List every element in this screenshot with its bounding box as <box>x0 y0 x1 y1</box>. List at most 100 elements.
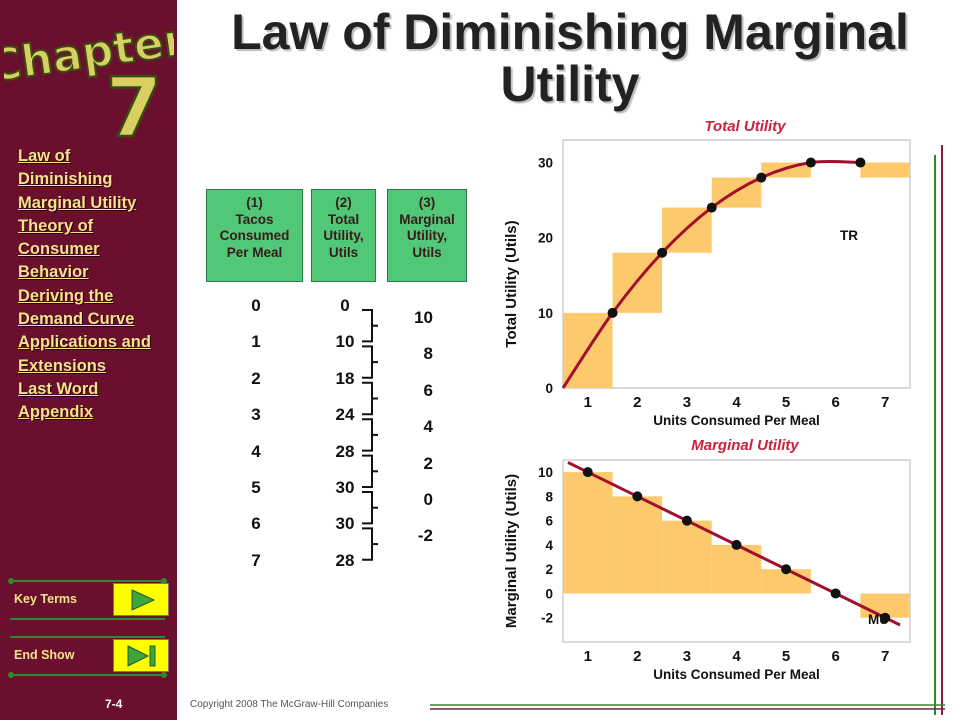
tacos-value: 2 <box>251 368 261 388</box>
header-line: Utils <box>328 244 359 260</box>
tacos-value: 5 <box>251 478 261 497</box>
total-utility-value: 30 <box>335 514 355 534</box>
data-point <box>731 539 742 550</box>
data-point <box>706 202 717 213</box>
table-bracket <box>362 381 373 416</box>
tacos-value: 3 <box>251 405 261 425</box>
table-bracket <box>362 345 373 379</box>
tacos-value: 6 <box>251 514 261 534</box>
column-header-marginal-utility: (3) Marginal Utility, Utils <box>387 189 467 282</box>
x-tick-label: 6 <box>831 394 839 411</box>
chart-title: Marginal Utility <box>691 437 799 454</box>
sidebar-link-2[interactable]: Deriving the Demand Curve <box>18 286 135 329</box>
y-axis-label: Total Utility (Utils) <box>503 220 520 347</box>
copyright: Copyright 2008 The McGraw-Hill Companies <box>190 699 389 710</box>
y-tick-label: 8 <box>545 489 553 504</box>
x-tick-label: 4 <box>732 648 741 665</box>
header-line: Per Meal <box>226 244 283 260</box>
table-bracket <box>362 454 373 488</box>
header-line: (2) <box>335 195 352 210</box>
y-tick-label: 0 <box>545 381 553 396</box>
table-bracket <box>362 527 373 561</box>
x-tick-label: 7 <box>881 394 889 411</box>
marginal-utility-value: -2 <box>417 526 433 546</box>
x-tick-label: 1 <box>584 648 592 665</box>
y-tick-label: 0 <box>545 586 553 601</box>
data-point <box>880 612 891 623</box>
end-show-row: End Show <box>8 636 169 678</box>
y-tick-label: 20 <box>538 231 553 246</box>
x-tick-label: 6 <box>831 648 839 665</box>
bar <box>860 162 910 178</box>
total-utility-value: 10 <box>335 332 355 352</box>
marginal-utility-value: 4 <box>423 417 433 437</box>
data-point <box>805 157 816 168</box>
x-tick-label: 1 <box>584 394 592 411</box>
y-tick-label: 10 <box>538 306 553 321</box>
key-terms-label: Key Terms <box>14 592 77 606</box>
x-tick-label: 5 <box>782 648 790 665</box>
header-line: Utility, <box>323 228 364 243</box>
y-tick-label: 30 <box>538 156 553 171</box>
chapter-logo: Chapter 7 <box>4 13 174 142</box>
data-point <box>855 157 866 168</box>
y-tick-label: 2 <box>545 562 553 577</box>
sidebar-link-4[interactable]: Last Word <box>18 379 99 398</box>
data-point <box>681 515 692 526</box>
y-axis-label: Marginal Utility (Utils) <box>503 474 520 628</box>
sidebar: Chapter 7 Law of Diminishing Marginal Ut… <box>0 0 177 720</box>
x-tick-label: 3 <box>683 648 691 665</box>
header-line: (1) <box>246 195 263 210</box>
data-point <box>632 491 643 502</box>
play-icon <box>131 589 156 611</box>
y-tick-label: 4 <box>545 538 553 553</box>
page-number: 7-4 <box>105 697 123 711</box>
logo-number: 7 <box>105 61 162 142</box>
tacos-value: 4 <box>251 441 261 461</box>
header-line: Tacos <box>235 211 274 227</box>
data-point <box>582 467 593 478</box>
x-tick-label: 7 <box>881 648 889 665</box>
table-bracket <box>362 309 373 343</box>
bar <box>563 472 613 594</box>
data-point <box>781 564 792 575</box>
marginal-utility-value: 8 <box>423 344 433 364</box>
total-utility-value: 24 <box>335 405 355 425</box>
sidebar-link-5[interactable]: Appendix <box>18 403 94 422</box>
end-icon <box>127 645 156 667</box>
key-terms-button[interactable] <box>113 583 169 616</box>
bar <box>662 520 712 594</box>
x-tick-label: 5 <box>782 394 790 411</box>
end-show-label: End Show <box>14 648 75 662</box>
x-axis-label: Units Consumed Per Meal <box>653 667 820 682</box>
header-line: (3) <box>418 195 436 210</box>
end-show-button[interactable] <box>113 639 169 672</box>
x-tick-label: 2 <box>633 648 641 665</box>
curve-label: TR <box>840 228 858 243</box>
sidebar-link-3[interactable]: Applications and Extensions <box>18 333 151 375</box>
y-tick-label: 10 <box>538 465 553 480</box>
chart-title: Total Utility <box>704 118 786 135</box>
marginal-utility-value: 10 <box>414 308 433 327</box>
column-header-tacos: (1) Tacos Consumed Per Meal <box>206 189 303 282</box>
total-utility-value: 18 <box>335 368 355 388</box>
marginal-utility-value: 6 <box>423 380 433 400</box>
table-bracket <box>362 418 373 452</box>
header-line: Marginal <box>399 211 455 227</box>
curve-label: MU <box>868 612 889 627</box>
data-point <box>657 247 668 258</box>
bar <box>612 496 663 594</box>
page-title: Law of Diminishing Marginal Utility <box>231 4 909 112</box>
x-tick-label: 4 <box>732 394 741 411</box>
sidebar-link-0[interactable]: Law of Diminishing Marginal Utility <box>18 147 137 212</box>
x-tick-label: 2 <box>633 394 641 411</box>
marginal-utility-value: 2 <box>423 453 433 473</box>
sidebar-link-1[interactable]: Theory of Consumer Behavior <box>18 216 100 282</box>
sidebar-nav: Law of Diminishing Marginal Utility Theor… <box>18 145 168 425</box>
total-utility-value: 30 <box>335 478 355 497</box>
total-utility-value: 28 <box>335 550 355 570</box>
total-utility-value: 28 <box>335 441 355 461</box>
header-line: Utils <box>412 244 442 260</box>
tacos-value: 0 <box>251 296 261 315</box>
